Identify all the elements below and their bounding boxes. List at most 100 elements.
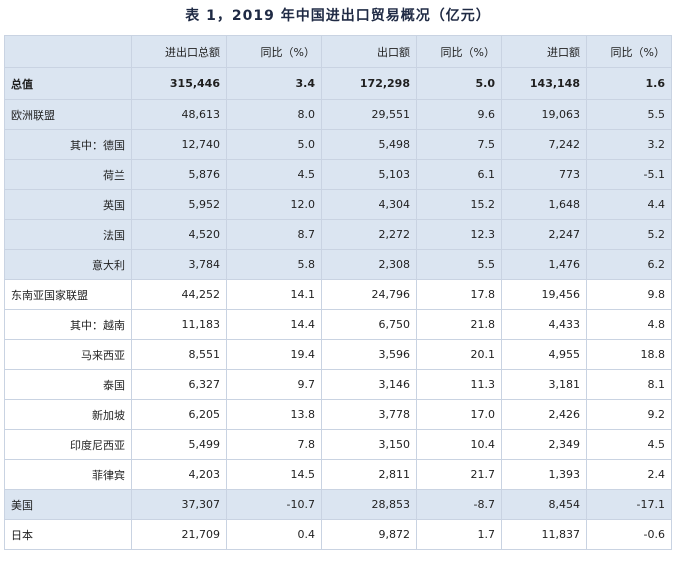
cell-import: 19,456: [501, 279, 587, 310]
cell-total-yoy: 7.8: [226, 429, 322, 460]
cell-import-yoy: 3.2: [586, 129, 672, 160]
cell-import: 2,247: [501, 219, 587, 250]
cell-export: 172,298: [321, 67, 417, 100]
cell-export: 5,103: [321, 159, 417, 190]
cell-export: 3,146: [321, 369, 417, 400]
header-blank: [4, 35, 132, 68]
cell-import-yoy: -17.1: [586, 489, 672, 520]
cell-export-yoy: 10.4: [416, 429, 502, 460]
cell-import: 2,426: [501, 399, 587, 430]
cell-total: 3,784: [131, 249, 227, 280]
cell-export: 5,498: [321, 129, 417, 160]
table-row: 其中：德国 12,740 5.0 5,498 7.5 7,242 3.2: [4, 129, 672, 160]
cell-import: 19,063: [501, 99, 587, 130]
cell-export-yoy: 7.5: [416, 129, 502, 160]
cell-total: 5,499: [131, 429, 227, 460]
cell-import: 4,955: [501, 339, 587, 370]
cell-export: 9,872: [321, 519, 417, 550]
table-row: 东南亚国家联盟 44,252 14.1 24,796 17.8 19,456 9.8: [4, 279, 672, 310]
cell-import: 1,393: [501, 459, 587, 490]
cell-import: 7,242: [501, 129, 587, 160]
trade-summary-table: 进出口总额 同比（%） 出口额 同比（%） 进口额 同比（%） 总值 315,44…: [4, 35, 672, 550]
cell-total: 4,520: [131, 219, 227, 250]
cell-import-yoy: 5.5: [586, 99, 672, 130]
cell-export: 3,596: [321, 339, 417, 370]
cell-total: 4,203: [131, 459, 227, 490]
cell-import-yoy: 9.8: [586, 279, 672, 310]
row-name: 意大利: [4, 249, 132, 280]
table-row: 新加坡 6,205 13.8 3,778 17.0 2,426 9.2: [4, 399, 672, 430]
table-row: 日本 21,709 0.4 9,872 1.7 11,837 -0.6: [4, 519, 672, 550]
cell-total-yoy: 5.0: [226, 129, 322, 160]
row-name: 菲律宾: [4, 459, 132, 490]
header-import: 进口额: [501, 35, 587, 68]
cell-total: 37,307: [131, 489, 227, 520]
cell-total: 11,183: [131, 309, 227, 340]
cell-export: 6,750: [321, 309, 417, 340]
row-name: 新加坡: [4, 399, 132, 430]
cell-import: 4,433: [501, 309, 587, 340]
cell-export-yoy: -8.7: [416, 489, 502, 520]
cell-import-yoy: -0.6: [586, 519, 672, 550]
cell-total-yoy: 4.5: [226, 159, 322, 190]
header-import-yoy: 同比（%）: [586, 35, 672, 68]
row-name: 法国: [4, 219, 132, 250]
table-row: 美国 37,307 -10.7 28,853 -8.7 8,454 -17.1: [4, 489, 672, 520]
cell-total-yoy: 14.4: [226, 309, 322, 340]
table-row: 欧洲联盟 48,613 8.0 29,551 9.6 19,063 5.5: [4, 99, 672, 130]
table-row: 其中：越南 11,183 14.4 6,750 21.8 4,433 4.8: [4, 309, 672, 340]
cell-total: 12,740: [131, 129, 227, 160]
row-name: 美国: [4, 489, 132, 520]
header-export: 出口额: [321, 35, 417, 68]
table-row: 荷兰 5,876 4.5 5,103 6.1 773 -5.1: [4, 159, 672, 190]
cell-total-yoy: 8.0: [226, 99, 322, 130]
cell-total-yoy: 5.8: [226, 249, 322, 280]
cell-total: 5,952: [131, 189, 227, 220]
cell-total-yoy: 14.5: [226, 459, 322, 490]
cell-import-yoy: 4.5: [586, 429, 672, 460]
row-name: 英国: [4, 189, 132, 220]
cell-import-yoy: 18.8: [586, 339, 672, 370]
cell-export: 29,551: [321, 99, 417, 130]
cell-export-yoy: 5.0: [416, 67, 502, 100]
cell-total: 44,252: [131, 279, 227, 310]
table-row: 英国 5,952 12.0 4,304 15.2 1,648 4.4: [4, 189, 672, 220]
cell-total-yoy: 12.0: [226, 189, 322, 220]
cell-export-yoy: 21.8: [416, 309, 502, 340]
cell-import: 3,181: [501, 369, 587, 400]
row-name: 东南亚国家联盟: [4, 279, 132, 310]
cell-total: 21,709: [131, 519, 227, 550]
cell-export: 3,778: [321, 399, 417, 430]
header-row: 进出口总额 同比（%） 出口额 同比（%） 进口额 同比（%）: [4, 35, 672, 68]
cell-total: 6,205: [131, 399, 227, 430]
cell-export: 3,150: [321, 429, 417, 460]
cell-export: 4,304: [321, 189, 417, 220]
cell-import-yoy: -5.1: [586, 159, 672, 190]
cell-import-yoy: 9.2: [586, 399, 672, 430]
cell-export-yoy: 20.1: [416, 339, 502, 370]
row-name: 泰国: [4, 369, 132, 400]
cell-total: 48,613: [131, 99, 227, 130]
cell-total-yoy: 0.4: [226, 519, 322, 550]
table-row: 泰国 6,327 9.7 3,146 11.3 3,181 8.1: [4, 369, 672, 400]
cell-export-yoy: 5.5: [416, 249, 502, 280]
cell-import: 8,454: [501, 489, 587, 520]
header-total-yoy: 同比（%）: [226, 35, 322, 68]
row-name: 荷兰: [4, 159, 132, 190]
cell-export-yoy: 9.6: [416, 99, 502, 130]
cell-export-yoy: 1.7: [416, 519, 502, 550]
cell-export-yoy: 12.3: [416, 219, 502, 250]
cell-total-yoy: 8.7: [226, 219, 322, 250]
cell-export-yoy: 11.3: [416, 369, 502, 400]
cell-import: 2,349: [501, 429, 587, 460]
cell-total-yoy: 13.8: [226, 399, 322, 430]
row-name: 欧洲联盟: [4, 99, 132, 130]
table-row: 意大利 3,784 5.8 2,308 5.5 1,476 6.2: [4, 249, 672, 280]
cell-total-yoy: -10.7: [226, 489, 322, 520]
cell-total-yoy: 19.4: [226, 339, 322, 370]
cell-total-yoy: 14.1: [226, 279, 322, 310]
cell-total: 5,876: [131, 159, 227, 190]
cell-export-yoy: 17.0: [416, 399, 502, 430]
cell-total-yoy: 9.7: [226, 369, 322, 400]
cell-export-yoy: 15.2: [416, 189, 502, 220]
